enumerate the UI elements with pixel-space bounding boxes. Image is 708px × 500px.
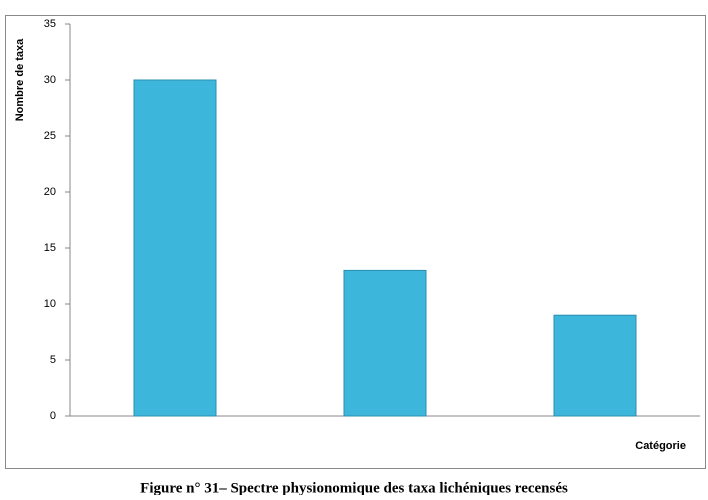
figure-caption: Figure n° 31– Spectre physionomique des …: [140, 480, 568, 495]
y-axis-label: Nombre de taxa: [14, 38, 26, 121]
bar: [343, 269, 427, 417]
y-tick-label: 35: [44, 18, 56, 30]
bar: [553, 314, 637, 417]
bar: [133, 79, 217, 417]
y-tick-label: 0: [50, 410, 56, 422]
y-tick-label: 25: [44, 130, 56, 142]
y-tick-label: 15: [44, 242, 56, 254]
y-tick-label: 20: [44, 186, 56, 198]
y-tick-label: 10: [44, 298, 56, 310]
y-tick-label: 30: [44, 74, 56, 86]
y-tick-label: 5: [50, 354, 56, 366]
x-axis-label: Catégorie: [635, 440, 686, 452]
